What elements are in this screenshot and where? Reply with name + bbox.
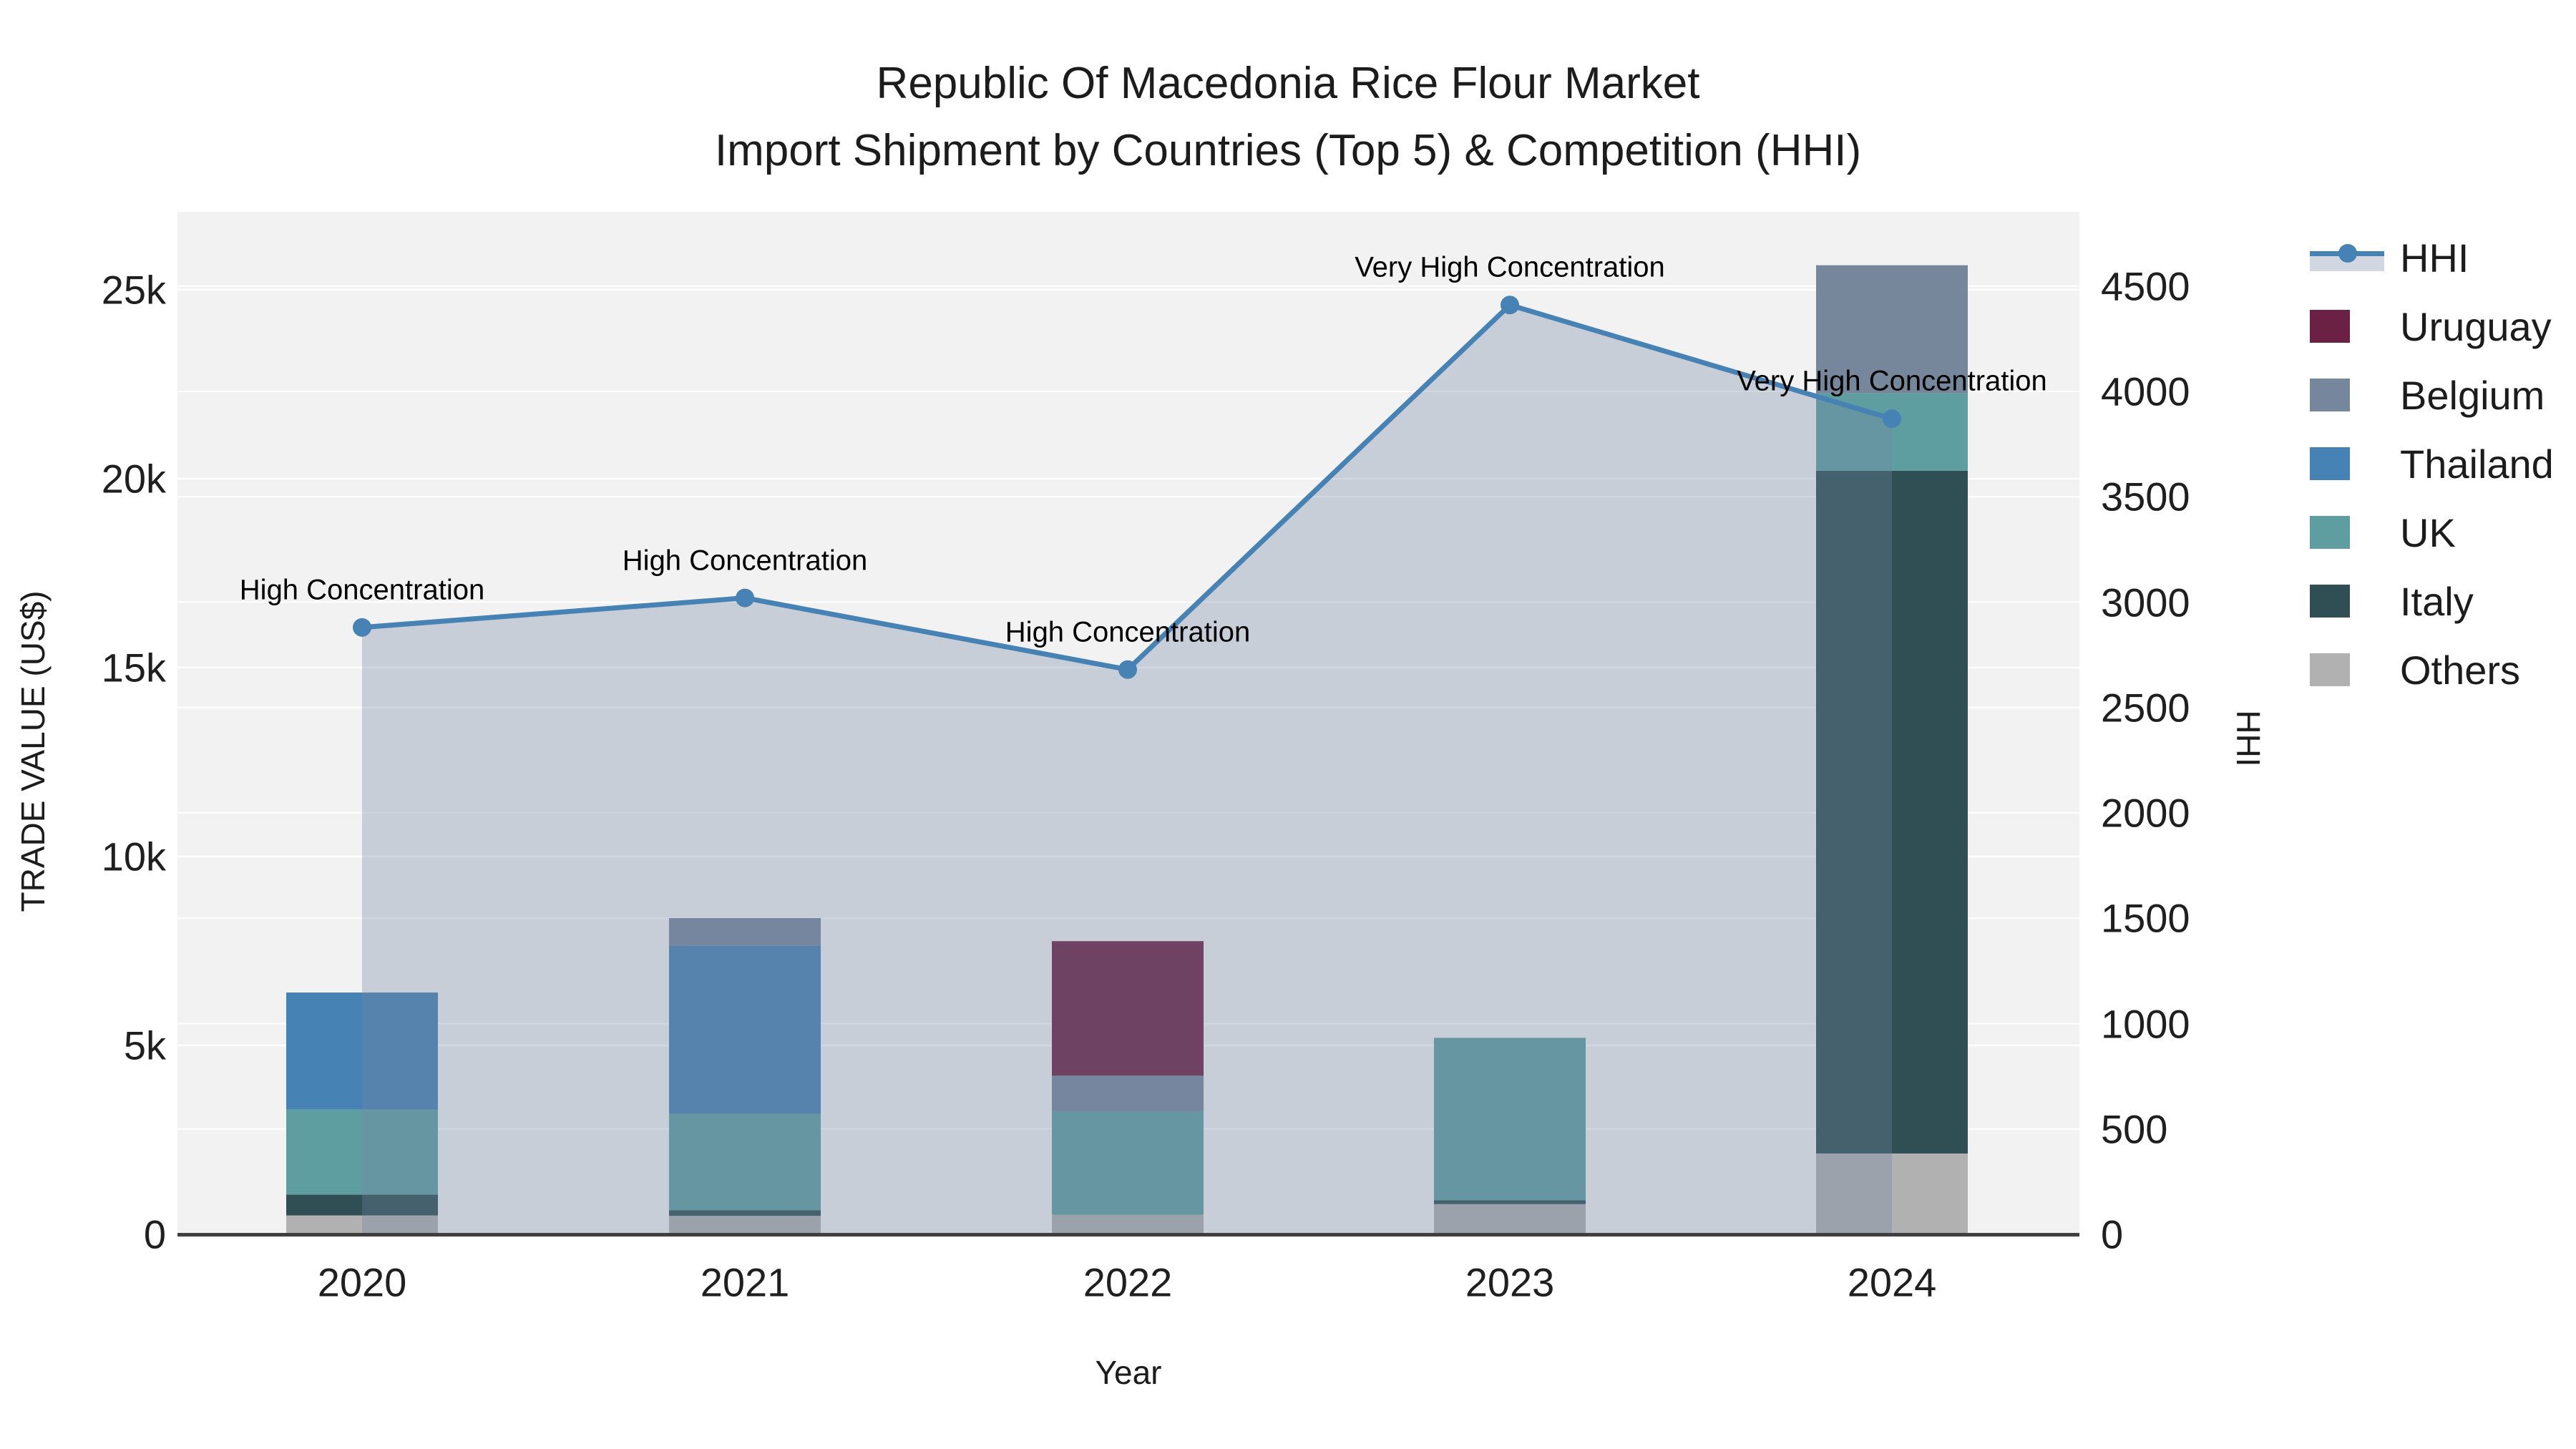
hhi-marker-2022[interactable]: [1118, 660, 1137, 679]
right-tick-0: 0: [2101, 1211, 2124, 1257]
hhi-marker-dot-icon: [2338, 244, 2357, 263]
legend-label-belgium: Belgium: [2400, 372, 2545, 418]
left-tick-20k: 20k: [101, 456, 166, 502]
right-tick-2000: 2000: [2101, 790, 2190, 836]
right-tick-4000: 4000: [2101, 369, 2190, 414]
x-axis-line: [177, 1233, 2079, 1236]
legend-item-hhi[interactable]: HHI: [2310, 223, 2554, 292]
right-tick-500: 500: [2101, 1106, 2168, 1152]
legend-swatch-thailand: [2310, 447, 2350, 480]
left-tick-25k: 25k: [101, 267, 166, 313]
hhi-marker-2024[interactable]: [1883, 409, 1901, 429]
color-swatch-icon: [2310, 653, 2390, 686]
hhi-line-icon: [2310, 243, 2384, 273]
legend-label-hhi: HHI: [2400, 235, 2469, 280]
plot-area: [177, 212, 2079, 1237]
bar-segment-italy-2021[interactable]: [669, 1210, 821, 1216]
chart-title: Republic Of Macedonia Rice Flour Market …: [0, 50, 2576, 185]
legend-item-thailand[interactable]: Thailand: [2310, 429, 2554, 498]
legend-label-uruguay: Uruguay: [2400, 303, 2552, 349]
bar-segment-others-2024[interactable]: [1816, 1153, 1968, 1234]
hhi-marker-2021[interactable]: [736, 588, 754, 608]
legend-label-italy: Italy: [2400, 578, 2474, 624]
right-tick-3500: 3500: [2101, 474, 2190, 519]
hhi-area-fill: [362, 305, 1892, 1234]
legend-swatch-italy: [2310, 585, 2350, 618]
bar-segment-italy-2020[interactable]: [286, 1194, 438, 1216]
x-tick-2022: 2022: [1083, 1259, 1173, 1305]
legend-swatch-others: [2310, 653, 2350, 686]
left-tick-0: 0: [143, 1211, 166, 1257]
legend: HHI Uruguay Belgium Thailand UK Italy Others: [2310, 223, 2554, 704]
bar-segment-belgium-2024[interactable]: [1816, 265, 1968, 394]
legend-swatch-uruguay: [2310, 310, 2350, 343]
hhi-marker-2023[interactable]: [1501, 296, 1519, 315]
legend-item-belgium[interactable]: Belgium: [2310, 361, 2554, 429]
x-tick-2024: 2024: [1847, 1259, 1937, 1305]
bar-segment-uk-2020[interactable]: [286, 1109, 438, 1195]
chart-title-line1: Republic Of Macedonia Rice Flour Market: [876, 59, 1700, 108]
right-tick-3000: 3000: [2101, 580, 2190, 625]
legend-swatch-belgium: [2310, 379, 2350, 411]
legend-item-uk[interactable]: UK: [2310, 498, 2554, 567]
bar-segment-thailand-2021[interactable]: [669, 945, 821, 1114]
bar-segment-uk-2021[interactable]: [669, 1113, 821, 1211]
right-tick-1000: 1000: [2101, 1001, 2190, 1046]
right-tick-2500: 2500: [2101, 685, 2190, 731]
right-axis-title: HHI: [2230, 710, 2267, 767]
legend-item-others[interactable]: Others: [2310, 635, 2554, 704]
bar-segment-others-2021[interactable]: [669, 1216, 821, 1234]
legend-label-others: Others: [2400, 647, 2521, 693]
color-swatch-icon: [2310, 310, 2390, 343]
left-axis-title: TRADE VALUE (US$): [14, 590, 52, 912]
left-tick-15k: 15k: [101, 645, 166, 691]
hhi-marker-2020[interactable]: [353, 618, 371, 637]
x-axis-title: Year: [1095, 1354, 1162, 1391]
right-tick-1500: 1500: [2101, 895, 2190, 941]
right-tick-4500: 4500: [2101, 263, 2190, 309]
color-swatch-icon: [2310, 379, 2390, 411]
bar-segment-uruguay-2022[interactable]: [1052, 941, 1204, 1076]
bar-segment-italy-2024[interactable]: [1816, 470, 1968, 1154]
bar-segment-others-2020[interactable]: [286, 1215, 438, 1234]
chart-title-line2: Import Shipment by Countries (Top 5) & C…: [714, 126, 1862, 175]
bar-segment-italy-2023[interactable]: [1434, 1200, 1586, 1204]
bar-segment-others-2023[interactable]: [1434, 1204, 1586, 1234]
legend-item-italy[interactable]: Italy: [2310, 567, 2554, 635]
hhi-line-icon: [2310, 243, 2390, 273]
bar-segment-belgium-2021[interactable]: [669, 918, 821, 946]
bar-segment-belgium-2022[interactable]: [1052, 1075, 1204, 1112]
legend-item-uruguay[interactable]: Uruguay: [2310, 292, 2554, 361]
bar-segment-uk-2022[interactable]: [1052, 1111, 1204, 1215]
bar-segment-others-2022[interactable]: [1052, 1214, 1204, 1234]
chart-canvas: [177, 265, 2079, 1236]
left-tick-10k: 10k: [101, 834, 166, 879]
color-swatch-icon: [2310, 585, 2390, 618]
legend-swatch-uk: [2310, 516, 2350, 549]
color-swatch-icon: [2310, 516, 2390, 549]
left-tick-5k: 5k: [123, 1023, 166, 1068]
legend-label-thailand: Thailand: [2400, 441, 2554, 487]
x-tick-2020: 2020: [317, 1259, 407, 1305]
bar-segment-thailand-2020[interactable]: [286, 992, 438, 1110]
x-tick-2021: 2021: [700, 1259, 790, 1305]
color-swatch-icon: [2310, 447, 2390, 480]
legend-label-uk: UK: [2400, 509, 2456, 555]
x-tick-2023: 2023: [1465, 1259, 1555, 1305]
bar-segment-uk-2023[interactable]: [1434, 1038, 1586, 1201]
